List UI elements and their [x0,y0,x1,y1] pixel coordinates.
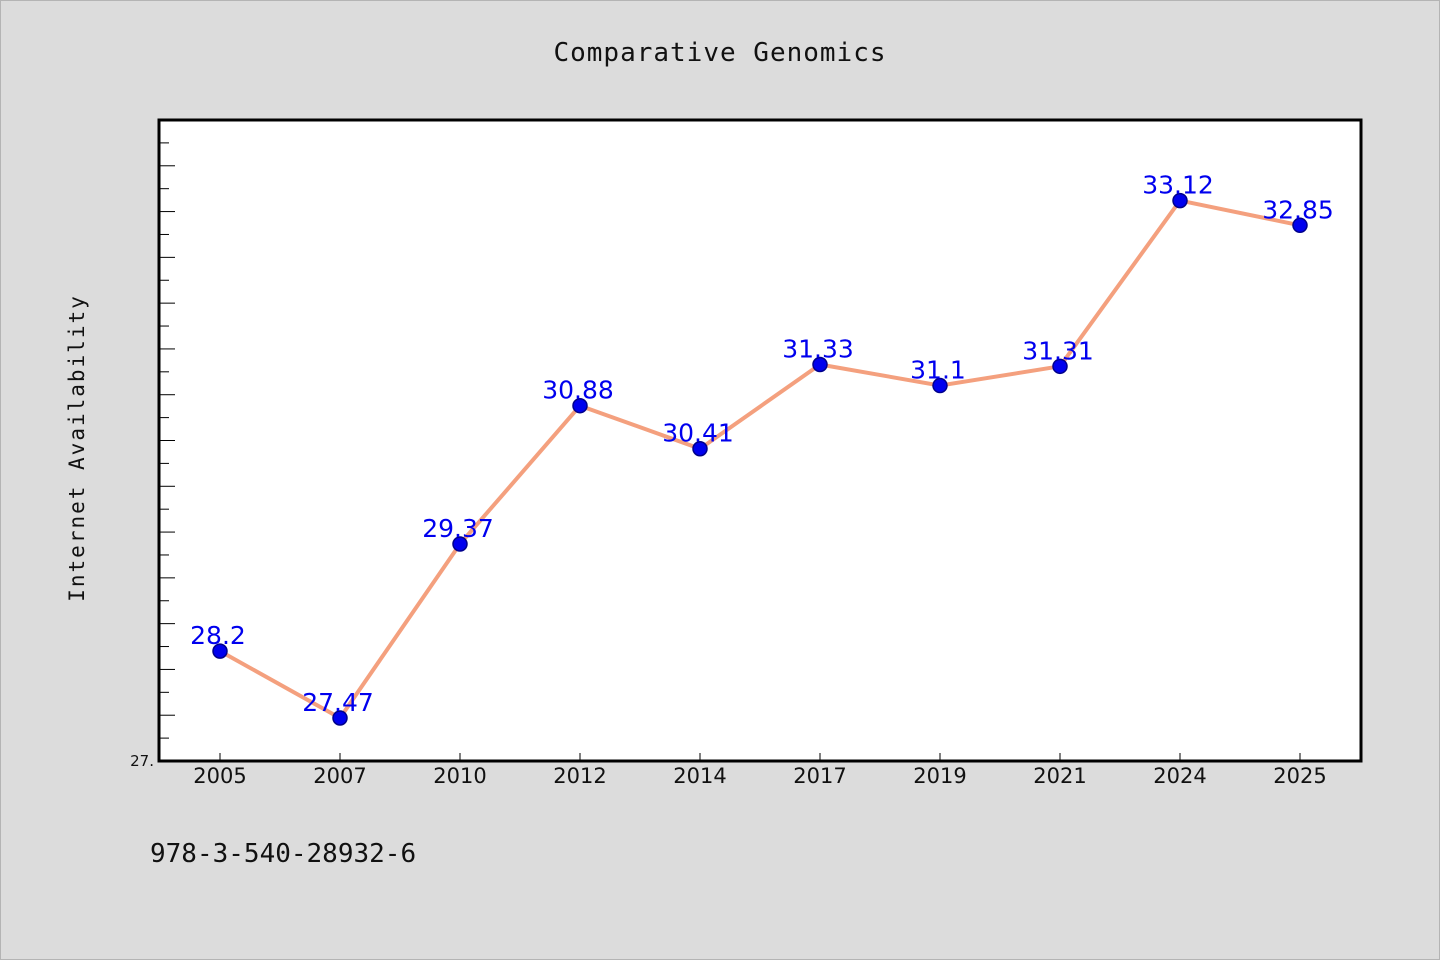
series-line [219,198,1301,720]
data-point [452,536,468,552]
x-tick-label: 2007 [313,764,366,788]
data-point [212,643,228,659]
x-tick-label: 2024 [1153,764,1206,788]
data-label: 31.33 [782,334,854,363]
x-tick-label: 2010 [433,764,486,788]
data-label: 33.12 [1142,171,1214,200]
y-tick-label: 27. [130,752,154,770]
x-tick-label: 2025 [1273,764,1326,788]
x-tick-label: 2017 [793,764,846,788]
data-label: 32.85 [1262,195,1334,224]
x-tick-label: 2012 [553,764,606,788]
data-point [1172,192,1188,209]
data-label: 30.41 [662,419,734,448]
data-series: 28.2 27.47 29.37 30.88 30.41 31.33 31.1 31.31 33… [190,171,1334,726]
data-point [1052,358,1068,375]
data-point [572,397,588,414]
data-label: 29.37 [422,514,494,543]
x-tick-label: 2019 [913,764,966,788]
data-point [1292,217,1308,234]
data-label: 30.88 [542,376,614,405]
data-point [932,377,948,394]
data-label: 27.47 [302,688,374,717]
chart-title: Comparative Genomics [553,38,886,68]
data-point [332,710,348,726]
x-tick-label: 2014 [673,764,726,788]
data-label: 31.31 [1022,336,1094,365]
data-point [692,440,708,457]
data-label: 28.2 [190,621,246,650]
footer-text: 978-3-540-28932-6 [150,839,416,869]
data-point [812,356,828,373]
x-tick-label: 2021 [1033,764,1086,788]
x-tick-label: 2005 [193,764,246,788]
data-label: 31.1 [910,356,966,385]
y-axis-label: Internet Availability [65,294,89,602]
plot-area [157,118,1363,763]
y-axis-ticks [159,142,175,739]
x-axis-ticks: 2005 2007 2010 2012 2014 2017 2019 2021 2024 2025 [193,753,1327,788]
